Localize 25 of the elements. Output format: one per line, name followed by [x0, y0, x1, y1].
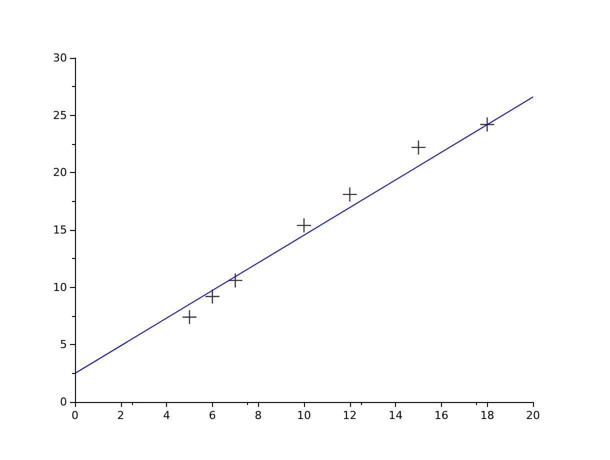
- y-tick-label: 25: [53, 108, 67, 122]
- x-tick-label: 14: [388, 409, 403, 422]
- y-tick-label: 0: [60, 396, 67, 408]
- point: [204, 288, 220, 304]
- x-tick-label: 6: [208, 409, 216, 422]
- point: [182, 310, 198, 325]
- point: [228, 272, 243, 288]
- y-tick-label: 15: [53, 224, 67, 236]
- x-tick-label: 10: [297, 409, 311, 422]
- x-tick-label: 12: [342, 409, 357, 422]
- y-tick-label: 10: [53, 280, 67, 294]
- point: [296, 218, 312, 234]
- y-tick-label: 30: [53, 52, 67, 64]
- x-tick-label: 0: [72, 409, 78, 422]
- y-tick-label: 5: [60, 338, 67, 352]
- x-tick-label: 20: [526, 409, 540, 422]
- point: [410, 140, 426, 156]
- x-tick-label: 18: [480, 409, 494, 422]
- x-tick-label: 8: [254, 409, 262, 422]
- x-tick-label: 16: [434, 409, 448, 422]
- point: [342, 186, 358, 202]
- x-tick-label: 2: [117, 409, 124, 422]
- x-tick-label: 4: [163, 409, 170, 422]
- y-tick-label: 20: [53, 166, 67, 180]
- point: [480, 116, 495, 132]
